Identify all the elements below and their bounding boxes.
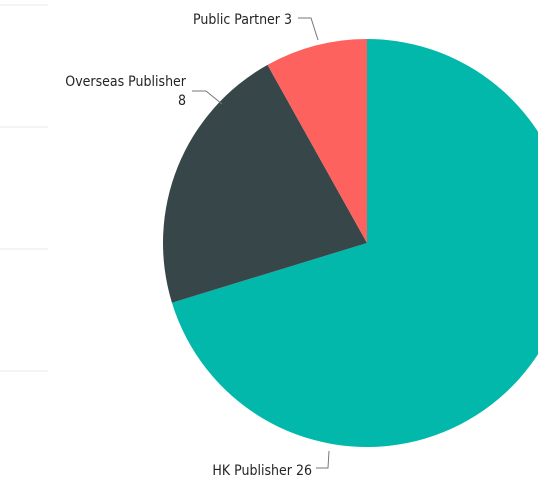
- label-value: 8: [178, 93, 186, 109]
- data-label: 8: [178, 93, 186, 109]
- label-name: HK Publisher: [212, 463, 292, 479]
- background-lines: [0, 4, 48, 372]
- label-value: 3: [284, 12, 292, 28]
- label-name: Public Partner: [193, 12, 281, 28]
- leader-line: [316, 450, 330, 469]
- pie-slice: [163, 64, 367, 303]
- pie-slice: [267, 39, 367, 243]
- data-label: Overseas Publisher: [65, 74, 187, 90]
- data-label: Public Partner 3: [193, 12, 292, 28]
- label-value: 26: [296, 463, 312, 479]
- leader-line: [192, 90, 223, 105]
- pie-slice: [171, 39, 538, 447]
- leader-line: [298, 17, 319, 41]
- label-name: Overseas Publisher: [65, 74, 187, 90]
- data-label: HK Publisher 26: [212, 463, 312, 479]
